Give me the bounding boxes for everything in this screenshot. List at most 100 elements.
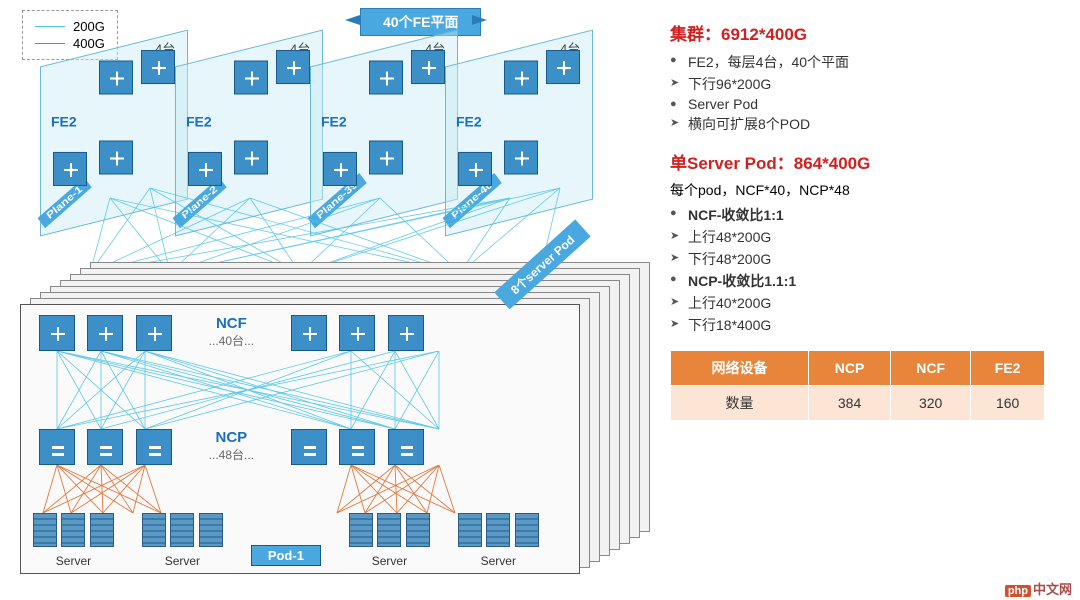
plane-1: FE2 4台 Plane-1 <box>40 30 188 237</box>
pod-item: 下行48*200G <box>670 248 1045 270</box>
ncf-switch-icon <box>136 315 172 351</box>
fe-switch-icon <box>99 61 133 95</box>
legend-200g: 200G <box>35 19 105 34</box>
server-icon <box>515 513 539 547</box>
table-cell: 320 <box>891 386 971 421</box>
ncf-count: ...40台... <box>176 332 286 349</box>
server-icon <box>61 513 85 547</box>
server-group: Server <box>458 513 539 568</box>
cluster-item: 横向可扩展8个POD <box>670 113 1045 135</box>
ncf-label: NCF <box>176 315 286 332</box>
server-label: Server <box>142 554 223 568</box>
table-header: NCF <box>891 351 971 386</box>
pod-title: 单Server Pod：864*400G <box>670 149 1045 174</box>
plane-39-fe: FE2 <box>321 114 347 130</box>
ncp-switch-icon <box>291 429 327 465</box>
server-label: Server <box>349 554 430 568</box>
network-diagram: 200G 400G 40个FE平面 FE2 4台 Plane-1 FE2 <box>0 0 660 600</box>
ncp-switch-icon <box>339 429 375 465</box>
pod-subtitle: 每个pod，NCF*40，NCP*48 <box>670 180 1045 200</box>
server-icon <box>486 513 510 547</box>
ncp-row: NCP ...48台... <box>39 429 561 470</box>
pod-item: NCP-收敛比1.1:1 <box>670 270 1045 292</box>
cluster-item: Server Pod <box>670 95 1045 113</box>
fe-switch-icon <box>411 50 445 84</box>
fe-switch-icon <box>504 61 538 95</box>
ncf-row: NCF ...40台... <box>39 315 561 356</box>
watermark: php中文网 <box>1001 579 1076 598</box>
table-header: 网络设备 <box>671 351 809 386</box>
banner-arrow-right <box>472 15 487 25</box>
table-header: FE2 <box>971 351 1045 386</box>
table-cell: 384 <box>809 386 891 421</box>
fe-switch-icon <box>234 61 268 95</box>
fe-switch-icon <box>323 152 357 186</box>
info-panel: 集群：6912*400G FE2，每层4台，40个平面 下行96*200G Se… <box>660 0 1060 600</box>
pod-item: 上行40*200G <box>670 292 1045 314</box>
ncp-switch-icon <box>388 429 424 465</box>
fe-switch-icon <box>546 50 580 84</box>
table-header-row: 网络设备 NCP NCF FE2 <box>671 351 1045 386</box>
server-icon <box>458 513 482 547</box>
ncp-server-links <box>21 465 581 515</box>
ncp-count: ...48台... <box>176 446 286 463</box>
pod-item: 上行48*200G <box>670 226 1045 248</box>
pod-stack: 8个server Pod NCF ...40台... <box>20 262 640 572</box>
pod-item: 下行18*400G <box>670 314 1045 336</box>
table-cell: 160 <box>971 386 1045 421</box>
legend-line-400g <box>35 43 65 44</box>
ncf-switch-icon <box>388 315 424 351</box>
fe-switch-icon <box>53 152 87 186</box>
plane-40-fe: FE2 <box>456 114 482 130</box>
fe-switch-icon <box>234 141 268 175</box>
server-group: Server <box>142 513 223 568</box>
server-icon <box>142 513 166 547</box>
table-row: 数量 384 320 160 <box>671 386 1045 421</box>
plane-39: FE2 4台 Plane-39 <box>310 30 458 237</box>
fe-switch-icon <box>99 141 133 175</box>
fe-plane-row: FE2 4台 Plane-1 FE2 4台 Plane-2 FE2 4台 <box>40 48 640 248</box>
cluster-title: 集群：6912*400G <box>670 20 1045 45</box>
fe-switch-icon <box>188 152 222 186</box>
server-label: Server <box>33 554 114 568</box>
plane-2-fe: FE2 <box>186 114 212 130</box>
fe-switch-icon <box>458 152 492 186</box>
server-group: Server <box>349 513 430 568</box>
server-group: Server <box>33 513 114 568</box>
ncf-ncp-links <box>21 351 581 431</box>
cluster-item: FE2，每层4台，40个平面 <box>670 51 1045 73</box>
legend-label-200g: 200G <box>73 19 105 34</box>
plane-1-fe: FE2 <box>51 114 77 130</box>
server-icon <box>90 513 114 547</box>
table-header: NCP <box>809 351 891 386</box>
legend-line-200g <box>35 26 65 27</box>
watermark-text: 中文网 <box>1033 582 1072 597</box>
watermark-logo: php <box>1005 585 1031 597</box>
plane-40: FE2 4台 Plane-40 <box>445 30 593 237</box>
table-cell: 数量 <box>671 386 809 421</box>
fe-switch-icon <box>276 50 310 84</box>
server-icon <box>33 513 57 547</box>
cluster-list: FE2，每层4台，40个平面 下行96*200G Server Pod 横向可扩… <box>670 51 1045 135</box>
pod-list: NCF-收敛比1:1 上行48*200G 下行48*200G NCP-收敛比1.… <box>670 204 1045 336</box>
server-icon <box>377 513 401 547</box>
ncp-switch-icon <box>136 429 172 465</box>
ncf-switch-icon <box>39 315 75 351</box>
ncp-label: NCP <box>176 429 286 446</box>
server-icon <box>199 513 223 547</box>
device-table: 网络设备 NCP NCF FE2 数量 384 320 160 <box>670 350 1045 421</box>
ncp-switch-icon <box>87 429 123 465</box>
server-icon <box>406 513 430 547</box>
plane-2: FE2 4台 Plane-2 <box>175 30 323 237</box>
server-icon <box>349 513 373 547</box>
pod-item: NCF-收敛比1:1 <box>670 204 1045 226</box>
ncf-switch-icon <box>339 315 375 351</box>
server-label: Server <box>458 554 539 568</box>
server-icon <box>170 513 194 547</box>
server-row: Server Server Pod-1 <box>33 513 567 568</box>
pod-front: 8个server Pod NCF ...40台... <box>20 304 580 574</box>
fe-switch-icon <box>141 50 175 84</box>
fe-switch-icon <box>504 141 538 175</box>
pod-tag: Pod-1 <box>251 545 321 566</box>
ncf-switch-icon <box>87 315 123 351</box>
